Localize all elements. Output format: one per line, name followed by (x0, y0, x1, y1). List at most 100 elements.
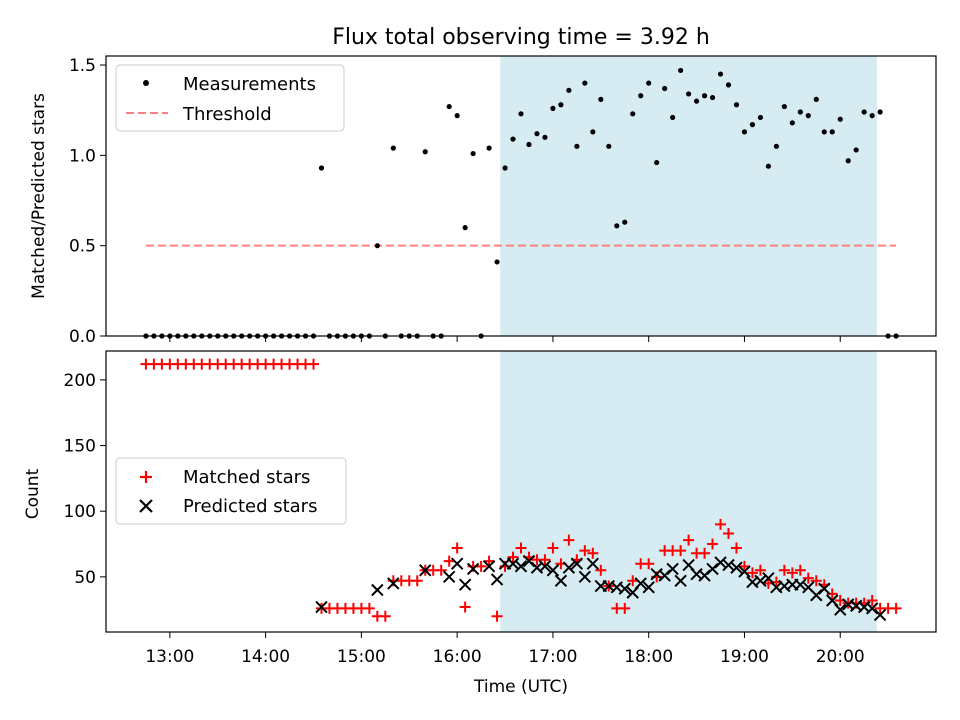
measurement-point-91 (869, 113, 875, 119)
matched-star-point-53 (563, 534, 575, 546)
measurement-point-68 (685, 91, 692, 97)
measurement-point-39 (454, 113, 460, 119)
measurement-point-53 (566, 87, 572, 93)
count-legend-box (115, 457, 347, 525)
matched-star-point-71 (707, 538, 719, 550)
matched-star-point-56 (587, 547, 599, 559)
predicted-star-point-17 (554, 574, 568, 587)
count-y-tick-label-3: 200 (64, 371, 96, 391)
x-tick-label-7: 20:00 (816, 647, 865, 667)
measurement-point-35 (422, 149, 428, 155)
measurement-point-72 (717, 71, 724, 77)
matched-star-point-50 (539, 554, 551, 566)
count-y-ticks: 50 100 150 200 (64, 371, 106, 588)
ratio-panel: 0.0 0.5 1.0 1.5 Matched/Predicted stars Mea… (29, 55, 937, 347)
measurement-point-58 (606, 143, 612, 149)
legend-threshold-label: Threshold (182, 104, 272, 125)
predicted-star-point-39 (730, 561, 743, 574)
ratio-y-tick-label-2: 1.0 (69, 146, 96, 166)
predicted-star-point-20 (578, 570, 592, 584)
matched-star-point-40 (459, 601, 471, 613)
matched-star-point-83 (802, 572, 814, 584)
predicted-star-point-12 (514, 560, 528, 573)
measurement-point-38 (446, 103, 452, 110)
matched-star-point-47 (515, 542, 527, 554)
measurement-point-29 (374, 243, 380, 249)
predicted-star-point-27 (634, 577, 647, 590)
matched-star-point-43 (483, 555, 495, 567)
matched-star-point-77 (754, 564, 766, 576)
measurement-point-67 (678, 67, 684, 74)
matched-star-point-82 (794, 564, 806, 576)
count-y-axis-label: Count (23, 468, 43, 519)
measurement-point-59 (614, 223, 620, 229)
predicted-star-point-57 (873, 608, 887, 622)
count-y-tick-label-1: 100 (64, 502, 96, 522)
predicted-star-point-15 (538, 560, 552, 573)
measurement-point-90 (861, 109, 867, 115)
measurement-point-46 (510, 136, 516, 142)
measurement-point-83 (805, 113, 811, 119)
predicted-star-point-6 (458, 578, 472, 591)
measurement-point-73 (725, 82, 732, 88)
matched-star-point-38 (443, 555, 455, 567)
matched-star-point-44 (491, 610, 503, 622)
legend-matched-label: Matched stars (183, 467, 310, 488)
measurement-point-64 (654, 159, 660, 166)
predicted-star-point-2 (387, 577, 400, 590)
measurement-point-22 (318, 165, 325, 171)
count-x-ticks: 13:00 14:00 15:00 16:00 17:00 18:00 19:00 20:00 (145, 632, 865, 667)
predicted-star-point-36 (706, 562, 719, 576)
predicted-star-point-50 (818, 582, 831, 595)
matched-star-point-67 (675, 545, 687, 557)
measurement-point-63 (646, 80, 652, 86)
matched-star-point-91 (866, 594, 878, 606)
predicted-star-point-16 (546, 564, 560, 577)
count-panel-shaded-span (500, 351, 877, 632)
predicted-star-point-1 (371, 583, 384, 597)
matched-star-point-76 (746, 567, 758, 579)
measurement-point-65 (662, 85, 668, 92)
measurement-point-51 (550, 105, 556, 111)
measurement-point-75 (741, 129, 748, 135)
predicted-star-point-37 (714, 556, 727, 569)
predicted-star-point-25 (618, 582, 631, 595)
measurement-point-61 (630, 111, 636, 117)
ratio-legend-box (115, 64, 345, 132)
measurement-point-92 (877, 109, 883, 115)
ratio-y-tick-label-1: 0.5 (69, 237, 96, 257)
predicted-star-point-11 (506, 557, 520, 570)
measurement-point-62 (638, 93, 644, 99)
measurement-point-66 (670, 114, 676, 121)
predicted-star-point-0 (315, 600, 328, 614)
matched-star-point-74 (730, 542, 742, 554)
matched-star-point-34 (411, 575, 423, 587)
matched-star-point-37 (435, 564, 447, 576)
predicted-star-point-7 (466, 562, 480, 576)
count-y-tick-label-0: 50 (74, 568, 96, 588)
predicted-star-point-18 (562, 561, 576, 574)
predicted-star-point-42 (754, 574, 767, 587)
measurement-point-82 (797, 109, 803, 115)
matched-star-point-73 (723, 528, 734, 540)
ratio-x-ticks (169, 336, 841, 342)
measurement-point-87 (837, 116, 843, 122)
matched-star-point-30 (379, 610, 391, 622)
legend-matched-marker (140, 471, 152, 483)
predicted-star-point-31 (666, 562, 679, 576)
legend-predicted-label: Predicted stars (183, 496, 317, 517)
measurement-point-49 (534, 131, 540, 137)
ratio-y-axis-label: Matched/Predicted stars (29, 93, 49, 299)
legend-predicted-marker (139, 499, 153, 513)
predicted-star-point-30 (658, 569, 671, 582)
predicted-star-point-5 (450, 557, 464, 570)
predicted-star-point-21 (586, 557, 600, 570)
ratio-y-tick-label-3: 1.5 (69, 56, 96, 76)
measurement-point-55 (582, 80, 588, 86)
matched-star-point-39 (451, 542, 463, 554)
ratio-y-tick-label-0: 0.0 (69, 327, 96, 347)
predicted-star-point-19 (570, 557, 584, 570)
matched-star-point-60 (619, 602, 631, 614)
measurement-point-70 (701, 93, 708, 99)
